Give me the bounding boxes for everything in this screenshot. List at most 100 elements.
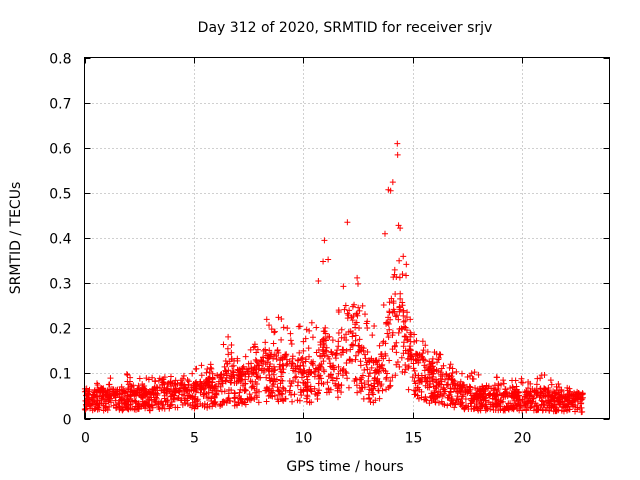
data-point [321,368,328,375]
data-point [280,366,287,373]
data-point [268,326,275,333]
data-point [507,385,514,392]
data-point [136,375,143,382]
data-point [397,225,404,232]
data-point [513,402,520,409]
data-point [298,392,305,399]
data-point [198,372,205,379]
data-point [424,348,431,355]
data-point [275,349,282,356]
data-point [505,400,512,407]
data-point [352,356,359,363]
data-point [242,371,249,378]
data-point [362,311,369,318]
data-point [263,387,270,394]
data-point [397,290,404,297]
data-point [288,341,295,348]
data-point [403,314,410,321]
data-point [192,403,199,410]
data-point [509,404,516,411]
data-point [402,324,409,331]
data-point [419,350,426,357]
data-point [139,384,146,391]
data-point [349,333,356,340]
data-point [263,374,270,381]
data-point [357,388,364,395]
data-point [429,373,436,380]
data-point [409,374,416,381]
data-point [359,302,366,309]
data-point [541,372,548,379]
data-point [394,359,401,366]
data-point [423,397,430,404]
data-point [356,376,363,383]
data-point [189,370,196,377]
data-point [253,349,260,356]
data-point [120,395,127,402]
data-point [270,371,277,378]
data-point [376,395,383,402]
data-point [391,343,398,350]
data-point [487,401,494,408]
data-point [287,337,294,344]
data-point [222,377,229,384]
data-point [400,312,407,319]
data-point [320,258,327,265]
data-point [498,392,505,399]
data-point [389,179,396,186]
data-point [475,371,482,378]
data-point [555,391,562,398]
data-point [231,374,238,381]
data-point [452,400,459,407]
data-point [170,391,177,398]
data-point [433,376,440,383]
data-point [275,314,282,321]
data-point [275,387,282,394]
data-point [209,379,216,386]
data-point [549,402,556,409]
data-point [391,271,398,278]
data-point [338,326,345,333]
data-point [447,388,454,395]
y-axis-label: SRMTID / TECUs [8,182,24,295]
data-point [284,360,291,367]
data-point [333,350,340,357]
data-point [182,386,189,393]
data-point [167,373,174,380]
data-point [443,371,450,378]
data-point [349,317,356,324]
data-point [381,230,388,237]
data-point [410,365,417,372]
data-point [209,389,216,396]
data-point [521,388,528,395]
data-point [535,389,542,396]
data-point [145,376,152,383]
data-point [95,404,102,411]
data-point [308,388,315,395]
data-point [300,362,307,369]
data-points [81,140,586,416]
data-point [314,389,321,396]
data-point [229,363,236,370]
data-point [468,392,475,399]
data-point [396,257,403,264]
data-point [464,383,471,390]
data-point [409,353,416,360]
data-point [93,380,100,387]
data-point [250,344,257,351]
data-point [517,402,524,409]
data-point [380,302,387,309]
data-point [432,392,439,399]
data-point [95,387,102,394]
data-point [164,381,171,388]
data-point [246,396,253,403]
data-point [327,363,334,370]
data-point [436,351,443,358]
data-point [344,219,351,226]
data-point [297,366,304,373]
x-tick-label: 15 [405,431,423,447]
data-point [426,400,433,407]
data-point [343,337,350,344]
data-point [242,353,249,360]
data-point [161,374,168,381]
